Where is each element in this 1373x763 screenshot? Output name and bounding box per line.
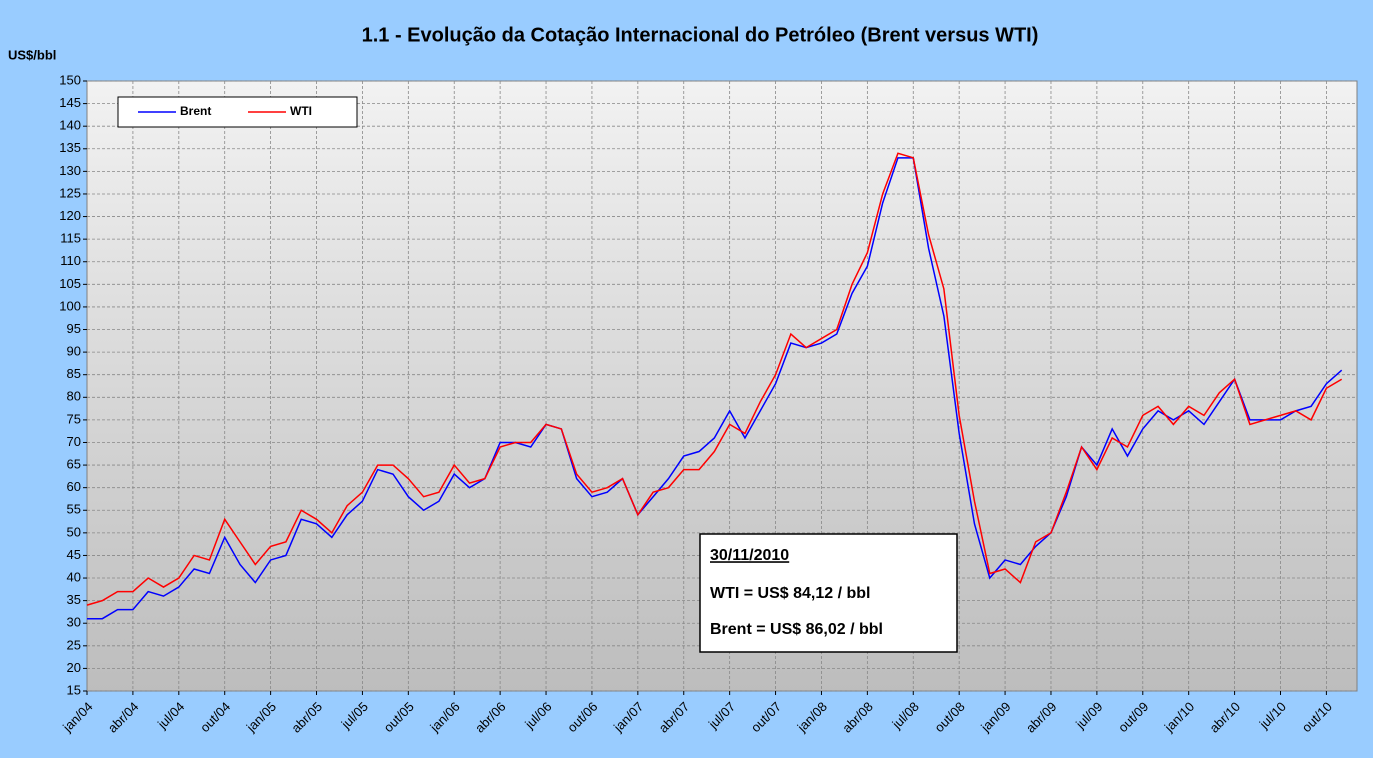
y-tick-label: 140 bbox=[59, 118, 81, 133]
y-tick-label: 135 bbox=[59, 140, 81, 155]
y-tick-label: 125 bbox=[59, 185, 81, 200]
y-tick-label: 15 bbox=[67, 682, 81, 697]
y-tick-label: 115 bbox=[60, 231, 81, 246]
y-tick-label: 90 bbox=[67, 344, 81, 359]
y-tick-label: 110 bbox=[60, 253, 81, 268]
series-line bbox=[86, 152, 1343, 606]
annotation-brent: Brent = US$ 86,02 / bbl bbox=[710, 621, 883, 638]
y-tick-label: 120 bbox=[59, 208, 81, 223]
y-tick-label: 55 bbox=[67, 502, 81, 517]
y-tick-label: 40 bbox=[67, 569, 81, 584]
annotation: 30/11/2010 WTI = US$ 84,12 / bbl Brent =… bbox=[699, 533, 958, 653]
annotation-date: 30/11/2010 bbox=[710, 547, 789, 564]
y-tick-label: 75 bbox=[67, 411, 81, 426]
y-tick-label: 50 bbox=[67, 524, 81, 539]
y-tick-label: 100 bbox=[59, 298, 81, 313]
y-tick-label: 80 bbox=[67, 389, 81, 404]
series-line bbox=[87, 157, 1343, 620]
y-tick-label: 85 bbox=[67, 366, 81, 381]
y-tick-label: 20 bbox=[67, 660, 81, 675]
y-tick-label: 65 bbox=[67, 457, 81, 472]
y-tick-label: 150 bbox=[59, 72, 81, 87]
y-tick-label: 45 bbox=[67, 547, 81, 562]
y-tick-label: 25 bbox=[67, 637, 81, 652]
annotation-box bbox=[699, 533, 958, 653]
y-tick-label: 60 bbox=[67, 479, 81, 494]
y-tick-label: 105 bbox=[59, 276, 81, 291]
y-tick-label: 130 bbox=[59, 163, 81, 178]
y-axis-label: US$/bbl bbox=[8, 47, 56, 62]
annotation-wti: WTI = US$ 84,12 / bbl bbox=[710, 585, 871, 602]
legend-label: WTI bbox=[290, 104, 312, 118]
lines bbox=[86, 152, 1343, 620]
legend-label: Brent bbox=[180, 104, 211, 118]
y-tick-label: 30 bbox=[67, 615, 81, 630]
y-tick-label: 70 bbox=[67, 434, 81, 449]
y-tick-label: 35 bbox=[67, 592, 81, 607]
y-tick-label: 145 bbox=[59, 95, 81, 110]
y-tick-label: 95 bbox=[67, 321, 81, 336]
legend: Brent WTI bbox=[117, 96, 358, 128]
chart-title: 1.1 - Evolução da Cotação Internacional … bbox=[362, 24, 1039, 46]
